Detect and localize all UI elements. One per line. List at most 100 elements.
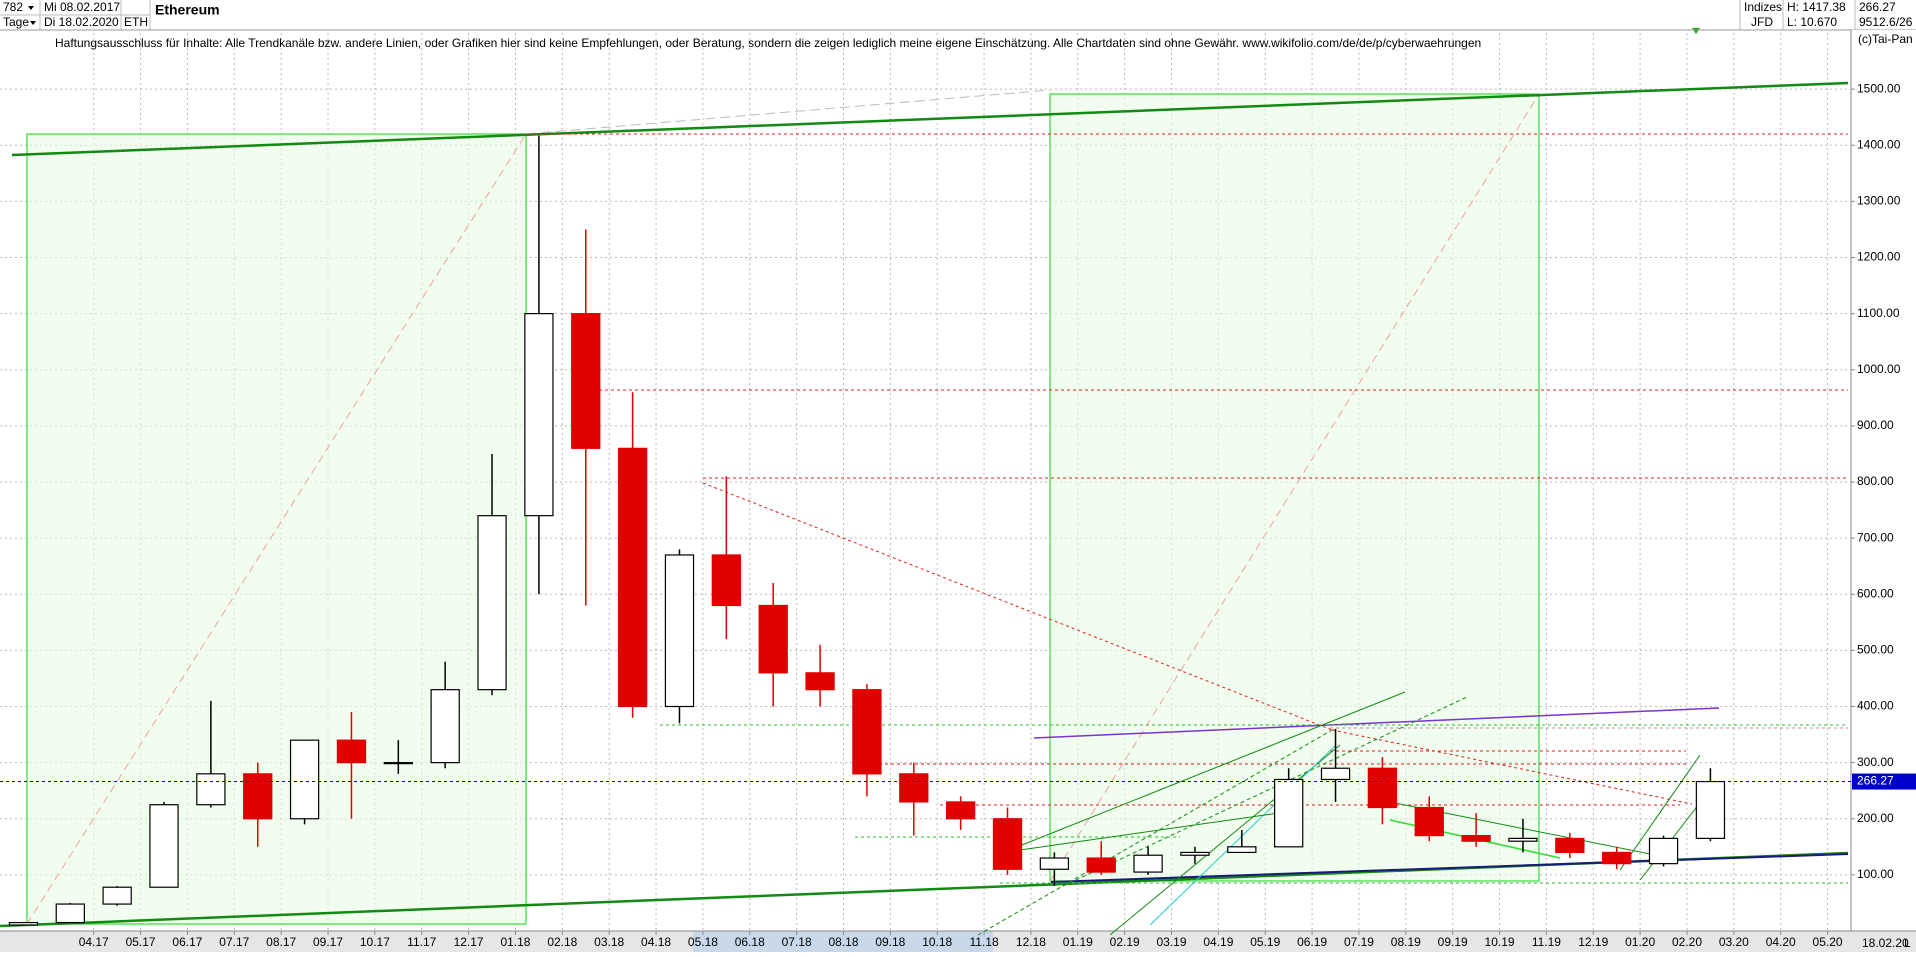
y-tick-label: 400.00 xyxy=(1857,699,1894,713)
x-tick-label: 12.19 xyxy=(1578,935,1608,949)
x-tick-label: 01.19 xyxy=(1063,935,1093,949)
candle-body xyxy=(1555,837,1585,854)
candle-body xyxy=(1602,851,1632,865)
annotations xyxy=(0,81,1849,936)
trend-line xyxy=(702,482,1333,731)
x-tick-label: 05.18 xyxy=(688,935,718,949)
x-tick-label: 07.18 xyxy=(782,935,812,949)
candle-body xyxy=(1227,846,1257,854)
dropdown-arrow[interactable] xyxy=(28,6,34,10)
candle-body xyxy=(1320,767,1351,781)
last-price: 266.27 xyxy=(1859,0,1896,14)
y-tick-label: 1100.00 xyxy=(1857,306,1900,320)
current-price-box xyxy=(1852,773,1916,790)
trend-line xyxy=(1109,744,1341,936)
candle-body xyxy=(243,773,273,820)
x-tick-label: 07.19 xyxy=(1344,935,1374,949)
trend-line xyxy=(977,729,1333,936)
x-tick-label: 04.18 xyxy=(641,935,671,949)
x-tick-label: 02.20 xyxy=(1672,935,1702,949)
x-tick-label: 01.18 xyxy=(500,935,530,949)
y-tick-label: 1200.00 xyxy=(1857,250,1901,264)
x-tick-label: 01.20 xyxy=(1625,935,1655,949)
candle-body xyxy=(477,515,507,691)
candle-body xyxy=(149,804,179,888)
candle-body xyxy=(289,739,320,820)
x-tick-label: 04.19 xyxy=(1203,935,1233,949)
x-tick-label: 11.18 xyxy=(970,935,999,949)
symbol: ETH xyxy=(124,15,148,29)
dropdown-arrow[interactable] xyxy=(30,21,36,25)
x-tick-label: 03.19 xyxy=(1157,935,1187,949)
to-date: Di 18.02.2020 xyxy=(44,15,119,29)
x-tick-label: 03.20 xyxy=(1719,935,1749,949)
marker xyxy=(1692,28,1700,34)
y-tick-label: 800.00 xyxy=(1857,474,1894,488)
trend-line xyxy=(1016,691,1406,848)
y-tick-label: 900.00 xyxy=(1857,418,1894,432)
grid xyxy=(0,33,1855,935)
x-tick-label: 05.19 xyxy=(1250,935,1280,949)
candle-body xyxy=(383,762,413,765)
x-tick-label: 04.17 xyxy=(79,935,109,949)
x-tick-label: 05.20 xyxy=(1813,935,1843,949)
candle-body xyxy=(852,689,882,775)
group: Indizes xyxy=(1744,0,1782,14)
x-tick-label: 03.18 xyxy=(594,935,624,949)
candle-body xyxy=(524,313,554,517)
high-info: H: 1417.38 xyxy=(1787,0,1846,14)
x-tick-label: 05.17 xyxy=(126,935,156,949)
highlight-box xyxy=(26,133,527,925)
chart-title: Ethereum xyxy=(155,2,220,18)
low-info: L: 10.670 xyxy=(1787,15,1837,29)
x-tick-label: 08.19 xyxy=(1391,935,1421,949)
y-tick-label: 100.00 xyxy=(1857,867,1894,881)
y-tick-label: 1500.00 xyxy=(1857,81,1901,95)
x-tick-label: 10.18 xyxy=(922,935,952,949)
x-tick-label: 08.18 xyxy=(828,935,858,949)
candle-body xyxy=(1086,857,1116,873)
x-tick-label: 04.20 xyxy=(1766,935,1796,949)
candle-body xyxy=(1039,857,1070,870)
y-tick-label: 600.00 xyxy=(1857,586,1894,600)
trend-line xyxy=(1331,729,1693,805)
scale-label: L xyxy=(1904,936,1911,950)
count[interactable]: 782 xyxy=(3,0,23,14)
header-bg xyxy=(0,0,1916,30)
y-tick-label: 300.00 xyxy=(1857,755,1894,769)
x-tick-label: 02.18 xyxy=(547,935,577,949)
x-tick-label: 07.17 xyxy=(219,935,249,949)
x-tick-label: 10.17 xyxy=(360,935,390,949)
candle-body xyxy=(336,739,367,764)
candle-body xyxy=(664,554,695,708)
extra-info: 9512.6/26 xyxy=(1859,15,1913,29)
candle-body xyxy=(945,801,976,820)
period[interactable]: Tage xyxy=(3,15,29,29)
trend-line xyxy=(1019,809,1301,851)
diagonal xyxy=(1049,93,1540,882)
candle-body xyxy=(711,554,742,607)
x-tick-label: 12.17 xyxy=(454,935,484,949)
candle-body xyxy=(992,818,1023,870)
x-tick-label: 12.18 xyxy=(1016,935,1046,949)
candle-body xyxy=(102,886,132,905)
candle-body xyxy=(617,447,648,708)
x-tick-label: 10.19 xyxy=(1485,935,1515,949)
y-tick-label: 1000.00 xyxy=(1857,362,1901,376)
candle-body xyxy=(430,689,460,764)
candle-body xyxy=(1414,806,1444,837)
candle-body xyxy=(1274,778,1304,848)
candle-body xyxy=(1695,780,1726,839)
y-tick-label: 1300.00 xyxy=(1857,194,1901,208)
candle-body xyxy=(1180,851,1210,856)
candle-body xyxy=(196,773,226,806)
candle-body xyxy=(805,672,835,691)
x-tick-label: 08.17 xyxy=(266,935,296,949)
y-tick-label: 700.00 xyxy=(1857,530,1894,544)
candles xyxy=(0,135,1851,926)
candle-body xyxy=(758,604,788,674)
trend-line xyxy=(1149,744,1337,926)
x-tick-label: 11.19 xyxy=(1532,935,1561,949)
